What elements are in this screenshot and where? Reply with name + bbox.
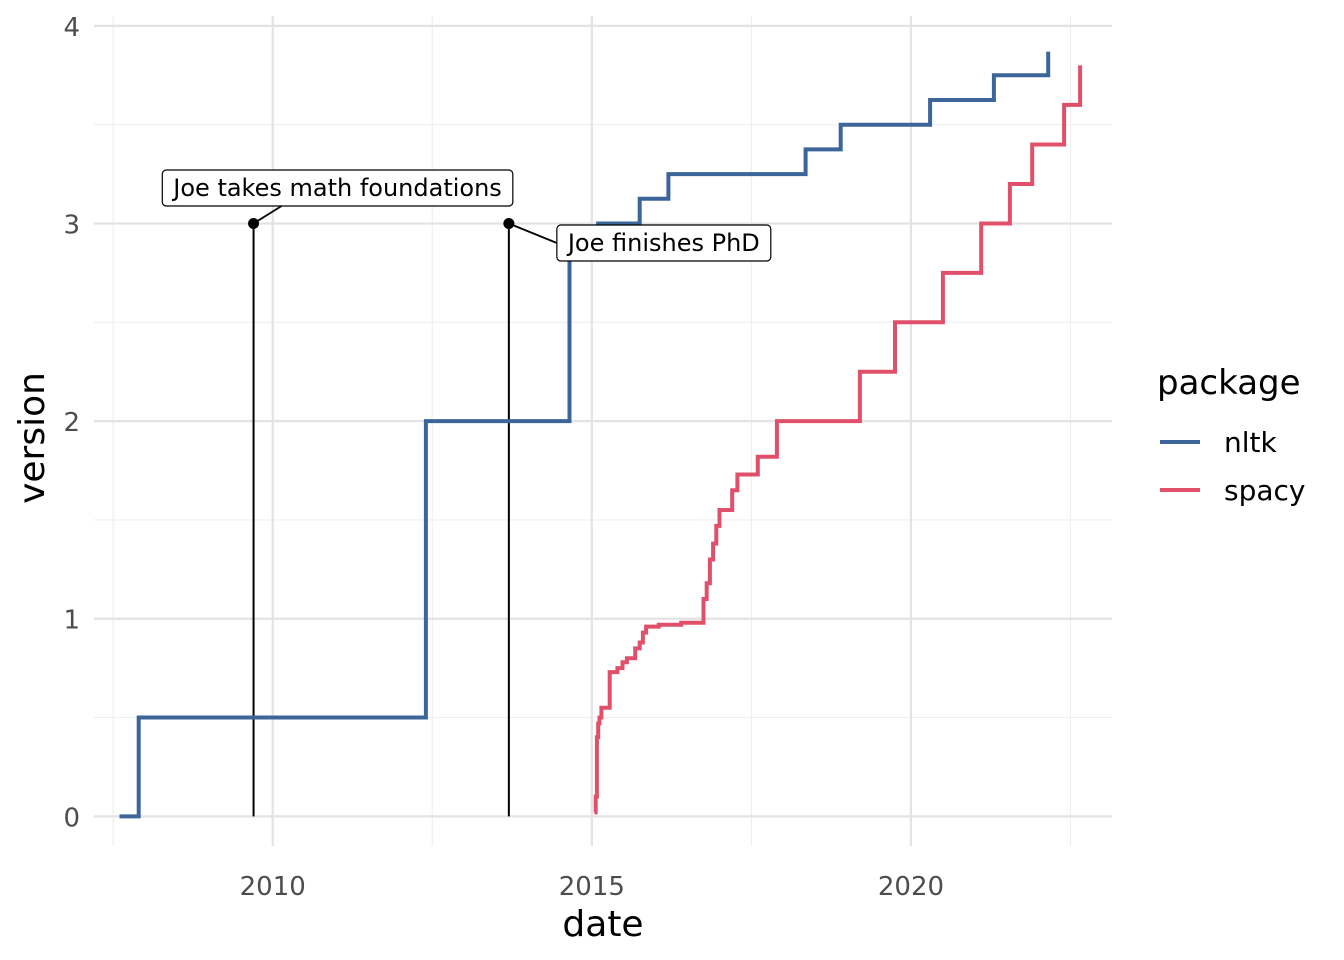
annotation-leader bbox=[508, 222, 558, 244]
annotation-label: Joe finishes PhD bbox=[566, 229, 760, 257]
series-lines bbox=[119, 51, 1083, 819]
legend-title: package bbox=[1157, 363, 1301, 403]
y-tick-label: 3 bbox=[63, 211, 80, 241]
annotation-label-box bbox=[161, 169, 514, 207]
x-axis-title: date bbox=[562, 904, 643, 945]
annotation-point bbox=[248, 218, 260, 229]
x-tick-label: 2010 bbox=[240, 872, 306, 902]
legend-label: spacy bbox=[1224, 474, 1305, 507]
y-tick-label: 2 bbox=[63, 408, 80, 438]
y-axis-title: version bbox=[12, 372, 53, 504]
major-gridlines bbox=[94, 16, 1112, 846]
legend-item-nltk: nltk bbox=[1160, 426, 1278, 459]
y-tick-label: 1 bbox=[63, 606, 80, 636]
y-axis-ticks: 0 1 2 3 4 bbox=[63, 13, 80, 833]
annotation-label: Joe takes math foundations bbox=[171, 174, 502, 202]
annotation-leader bbox=[253, 205, 283, 225]
annotations: Joe takes math foundations Joe finishes P… bbox=[161, 169, 772, 262]
y-tick-label: 0 bbox=[63, 803, 80, 833]
series-line-spacy bbox=[593, 65, 1083, 815]
annotation: Joe takes math foundations bbox=[161, 169, 514, 229]
minor-gridlines bbox=[94, 16, 1112, 846]
legend-label: nltk bbox=[1224, 426, 1278, 459]
annotation: Joe finishes PhD bbox=[503, 218, 772, 262]
y-tick-label: 4 bbox=[63, 13, 80, 43]
x-tick-label: 2020 bbox=[878, 872, 944, 902]
x-tick-label: 2015 bbox=[559, 872, 625, 902]
legend-item-spacy: spacy bbox=[1160, 474, 1305, 507]
series-line-nltk bbox=[119, 51, 1051, 819]
x-axis-ticks: 2010 2015 2020 bbox=[240, 872, 944, 902]
annotation-point bbox=[503, 218, 515, 229]
legend: package nltk spacy bbox=[1157, 363, 1305, 507]
